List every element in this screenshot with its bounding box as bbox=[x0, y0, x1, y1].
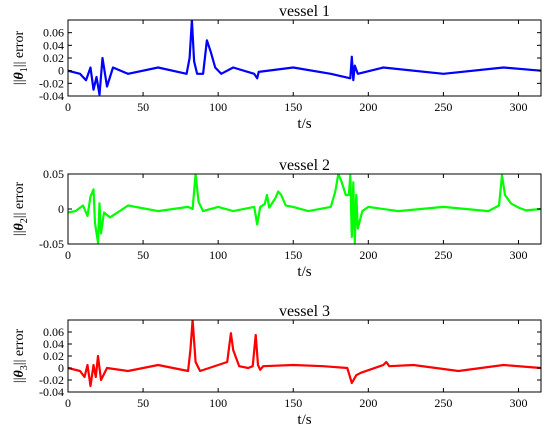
y-tick-label: -0.02 bbox=[39, 76, 64, 90]
x-axis-label: t/s bbox=[297, 264, 311, 280]
y-tick-label: 0.05 bbox=[43, 167, 64, 181]
y-label-symbol: θ bbox=[12, 222, 27, 230]
x-tick-label: 100 bbox=[209, 100, 227, 114]
x-tick-label: 250 bbox=[434, 100, 452, 114]
chart-title: vessel 1 bbox=[279, 3, 330, 20]
y-axis-label: ||θ1|| error bbox=[12, 31, 30, 86]
x-tick-label: 250 bbox=[434, 396, 452, 410]
x-tick-label: 300 bbox=[509, 100, 527, 114]
y-tick-label: 0.06 bbox=[43, 26, 64, 40]
x-tick-label: 50 bbox=[137, 396, 149, 410]
y-tick-label: -0.04 bbox=[39, 385, 64, 399]
y-axis-label: ||θ2|| error bbox=[12, 182, 30, 237]
x-tick-label: 100 bbox=[209, 248, 227, 262]
x-tick-label: 150 bbox=[284, 248, 302, 262]
x-tick-label: 200 bbox=[359, 248, 377, 262]
y-tick-label: 0 bbox=[58, 361, 64, 375]
x-tick-label: 100 bbox=[209, 396, 227, 410]
x-tick-label: 200 bbox=[359, 100, 377, 114]
y-tick-label: 0.04 bbox=[43, 38, 64, 52]
y-label-subscript: 1 bbox=[19, 67, 30, 72]
y-label-suffix: || error bbox=[12, 182, 27, 219]
y-tick-label: 0.02 bbox=[43, 51, 64, 65]
y-axis-label: ||θ3|| error bbox=[12, 329, 30, 384]
x-tick-label: 50 bbox=[137, 248, 149, 262]
x-tick-label: 0 bbox=[65, 396, 71, 410]
axes-frame bbox=[67, 319, 542, 393]
chart-title: vessel 3 bbox=[279, 303, 330, 320]
y-label-prefix: || bbox=[12, 230, 27, 236]
y-tick-label: -0.05 bbox=[39, 237, 64, 251]
y-label-suffix: || error bbox=[12, 329, 27, 366]
y-label-prefix: || bbox=[12, 79, 27, 85]
series-line bbox=[68, 320, 541, 388]
x-tick-label: 50 bbox=[137, 100, 149, 114]
y-label-symbol: θ bbox=[12, 369, 27, 377]
y-tick-label: 0 bbox=[58, 202, 64, 216]
x-axis-label: t/s bbox=[297, 116, 311, 132]
x-tick-label: 250 bbox=[434, 248, 452, 262]
x-tick-label: 150 bbox=[284, 100, 302, 114]
y-tick-label: 0.06 bbox=[43, 325, 64, 339]
x-tick-label: 150 bbox=[284, 396, 302, 410]
y-label-prefix: || bbox=[12, 377, 27, 383]
x-tick-label: 300 bbox=[509, 248, 527, 262]
subplot-vessel-3: 0 50 100 150 200 250 3000.060.040.020-0.02-0.0… bbox=[12, 303, 542, 428]
series-line bbox=[68, 20, 541, 96]
x-tick-label: 300 bbox=[509, 396, 527, 410]
x-tick-label: 200 bbox=[359, 396, 377, 410]
y-label-subscript: 2 bbox=[19, 218, 30, 223]
x-tick-label: 0 bbox=[65, 248, 71, 262]
axes-frame bbox=[67, 19, 542, 97]
series-line bbox=[68, 174, 541, 244]
y-tick-label: -0.04 bbox=[39, 89, 64, 103]
subplot-vessel-1: 0 50 100 150 200 250 3000.060.040.020-0.02-0.0… bbox=[12, 3, 542, 132]
x-axis-label: t/s bbox=[297, 412, 311, 428]
y-tick-label: -0.02 bbox=[39, 373, 64, 387]
y-tick-label: 0.04 bbox=[43, 337, 64, 351]
y-label-suffix: || error bbox=[12, 31, 27, 68]
y-tick-label: 0.02 bbox=[43, 349, 64, 363]
x-tick-label: 0 bbox=[65, 100, 71, 114]
y-label-subscript: 3 bbox=[19, 365, 30, 370]
chart-title: vessel 2 bbox=[279, 157, 330, 174]
y-tick-label: 0 bbox=[58, 64, 64, 78]
y-label-symbol: θ bbox=[12, 71, 27, 79]
